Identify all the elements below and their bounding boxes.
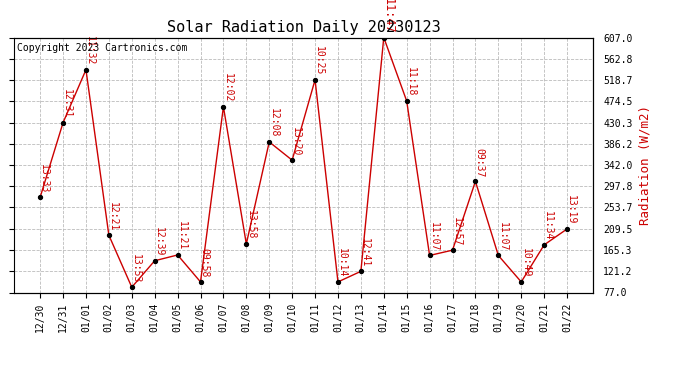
Text: 09:58: 09:58	[199, 248, 210, 278]
Point	[218, 104, 229, 110]
Text: 13:58: 13:58	[246, 210, 255, 240]
Y-axis label: Radiation (W/m2): Radiation (W/m2)	[638, 105, 651, 225]
Point	[104, 232, 115, 238]
Point	[172, 252, 183, 258]
Point	[493, 252, 504, 258]
Text: 12:21: 12:21	[108, 202, 118, 231]
Point	[195, 279, 206, 285]
Point	[470, 178, 481, 184]
Text: 10:49: 10:49	[520, 248, 531, 278]
Text: 12:57: 12:57	[452, 217, 462, 246]
Text: 10:14: 10:14	[337, 248, 347, 278]
Point	[126, 284, 137, 290]
Point	[401, 98, 412, 104]
Text: 13:20: 13:20	[291, 127, 302, 156]
Text: 12:31: 12:31	[62, 89, 72, 118]
Text: Copyright 2023 Cartronics.com: Copyright 2023 Cartronics.com	[17, 43, 187, 52]
Text: 11:07: 11:07	[428, 222, 439, 251]
Point	[149, 258, 160, 264]
Point	[378, 34, 389, 40]
Point	[333, 279, 344, 285]
Text: 11:07: 11:07	[497, 222, 507, 251]
Point	[539, 242, 550, 248]
Text: 11:47: 11:47	[382, 0, 395, 33]
Text: 11:34: 11:34	[543, 211, 553, 241]
Point	[241, 241, 252, 247]
Point	[310, 77, 321, 83]
Point	[562, 226, 573, 232]
Text: 12:41: 12:41	[360, 238, 370, 267]
Title: Solar Radiation Daily 20230123: Solar Radiation Daily 20230123	[167, 20, 440, 35]
Point	[264, 139, 275, 145]
Text: 12:08: 12:08	[268, 108, 278, 138]
Text: 13:33: 13:33	[39, 164, 49, 193]
Point	[424, 252, 435, 258]
Text: 11:21: 11:21	[177, 221, 187, 251]
Point	[81, 67, 92, 73]
Point	[355, 268, 366, 274]
Text: 09:37: 09:37	[475, 148, 484, 177]
Text: 10:25: 10:25	[314, 46, 324, 76]
Point	[57, 120, 68, 126]
Point	[34, 194, 46, 200]
Text: 13:19: 13:19	[566, 195, 576, 225]
Point	[286, 157, 297, 163]
Text: 13:53: 13:53	[131, 254, 141, 283]
Text: 11:32: 11:32	[85, 36, 95, 66]
Point	[515, 279, 526, 285]
Text: 11:18: 11:18	[406, 68, 416, 97]
Text: 12:02: 12:02	[223, 73, 233, 103]
Text: 12:39: 12:39	[154, 227, 164, 256]
Point	[447, 247, 458, 253]
